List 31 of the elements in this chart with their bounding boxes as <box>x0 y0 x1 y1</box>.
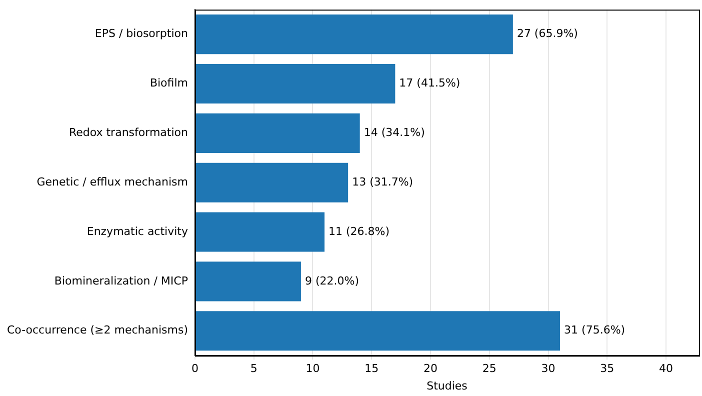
x-tick-label: 0 <box>191 362 198 376</box>
y-tick-label: Redox transformation <box>68 126 188 140</box>
x-tick-label: 10 <box>306 362 320 376</box>
bar <box>195 64 396 104</box>
bar <box>195 262 301 302</box>
x-tick-label: 25 <box>482 362 496 376</box>
data-label: 17 (41.5%) <box>399 76 460 90</box>
y-tick-label: EPS / biosorption <box>94 27 188 40</box>
data-label: 31 (75.6%) <box>564 324 626 337</box>
bar <box>195 212 325 252</box>
data-label: 27 (65.9%) <box>516 27 578 40</box>
bar <box>195 113 360 153</box>
x-tick-label: 40 <box>659 362 674 376</box>
y-tick-label: Co-occurrence (≥2 mechanisms) <box>6 324 188 337</box>
bar <box>195 162 348 202</box>
x-tick-label: 20 <box>424 362 438 376</box>
x-tick-label: 35 <box>600 362 614 376</box>
x-tick-label: 15 <box>364 362 379 376</box>
data-label: 14 (34.1%) <box>364 126 425 140</box>
x-axis-title: Studies <box>426 379 468 392</box>
y-tick-label: Biofilm <box>150 76 188 90</box>
data-label: 11 (26.8%) <box>328 224 390 238</box>
y-tick-label: Genetic / efflux mechanism <box>36 175 188 188</box>
bar <box>195 14 513 54</box>
data-label: 13 (31.7%) <box>352 175 414 188</box>
y-tick-label: Biomineralization / MICP <box>54 274 188 288</box>
y-tick-label: Enzymatic activity <box>86 224 188 238</box>
bar <box>195 311 560 351</box>
x-tick-label: 5 <box>250 362 258 376</box>
x-tick-label: 30 <box>541 362 556 376</box>
data-label: 9 (22.0%) <box>304 274 360 288</box>
